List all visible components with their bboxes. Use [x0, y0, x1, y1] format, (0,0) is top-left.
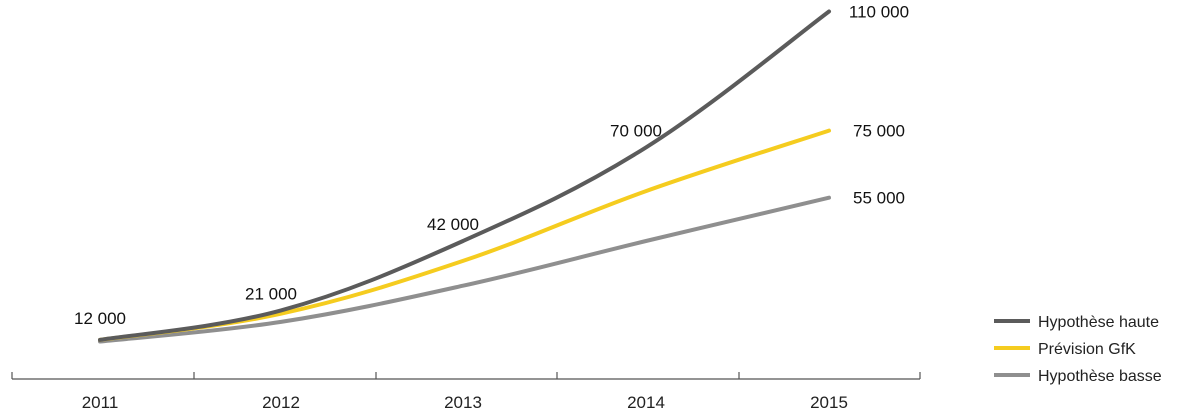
series-line-2	[98, 195, 831, 344]
legend-item-1: Prévision GfK	[994, 341, 1136, 358]
legend: Hypothèse haute Prévision GfK Hypothèse ba…	[994, 314, 1162, 385]
data-label-0-0: 12 000	[74, 309, 126, 328]
legend-label: Hypothèse haute	[1038, 314, 1159, 331]
data-label-1-4: 75 000	[853, 122, 905, 141]
data-label-2-4: 55 000	[853, 189, 905, 208]
series-lines	[98, 9, 831, 344]
legend-label: Prévision GfK	[1038, 341, 1136, 358]
data-label-0-2: 42 000	[427, 215, 479, 234]
x-tick-label-2011: 2011	[82, 393, 119, 412]
legend-label: Hypothèse basse	[1038, 368, 1162, 385]
x-axis-ticks: 2011 2012 2013 2014 2015	[11, 372, 921, 412]
legend-item-0: Hypothèse haute	[994, 314, 1159, 331]
data-labels: 12 000 21 000 42 000 70 000 110 000 75 000 55 …	[74, 2, 909, 327]
data-label-0-3: 70 000	[610, 121, 662, 140]
data-label-0-1: 21 000	[245, 284, 297, 303]
x-tick-label-2012: 2012	[262, 393, 300, 412]
data-label-0-4: 110 000	[849, 2, 909, 21]
series-line-1	[98, 128, 831, 342]
x-tick-label-2013: 2013	[444, 393, 482, 412]
x-tick-label-2014: 2014	[627, 393, 665, 412]
series-line-0	[98, 9, 831, 342]
legend-item-2: Hypothèse basse	[994, 368, 1162, 385]
x-tick-label-2015: 2015	[810, 393, 848, 412]
